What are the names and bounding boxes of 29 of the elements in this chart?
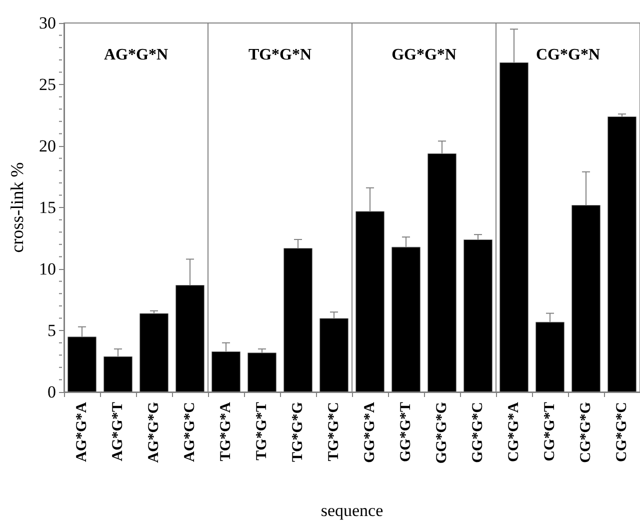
x-tick-label: CG*G*T xyxy=(542,402,558,462)
annotation: GG*G*N xyxy=(392,46,457,64)
x-tick-label: AG*G*G xyxy=(146,402,162,463)
x-tick-label: GG*G*G xyxy=(434,402,450,464)
x-tick-label: TG*G*T xyxy=(254,402,270,460)
x-tick-label: TG*G*C xyxy=(326,402,342,462)
x-tick-label: TG*G*G xyxy=(290,402,306,462)
x-tick-label: TG*G*A xyxy=(218,402,234,462)
x-tick-label: CG*G*A xyxy=(506,402,522,462)
x-tick-label: CG*G*C xyxy=(614,402,630,462)
annotation: AG*G*N xyxy=(104,46,168,64)
x-tick-label: AG*G*A xyxy=(74,402,90,462)
x-tick-label: AG*G*T xyxy=(110,402,126,462)
y-tick-label: 30 xyxy=(39,14,56,32)
x-tick-label: GG*G*T xyxy=(398,402,414,462)
y-axis-title: cross-link % xyxy=(7,162,27,253)
y-tick-label: 25 xyxy=(39,75,56,94)
y-tick-label: 5 xyxy=(48,321,56,340)
x-tick-label: CG*G*G xyxy=(578,402,594,463)
x-axis-title: sequence xyxy=(320,501,384,520)
annotation: TG*G*N xyxy=(248,46,312,64)
y-tick-label: 0 xyxy=(48,382,56,402)
x-tick-label: AG*G*C xyxy=(182,402,198,462)
y-tick-label: 20 xyxy=(39,136,56,156)
x-tick-label: GG*G*C xyxy=(470,402,486,463)
x-tick-label: GG*G*A xyxy=(362,402,378,463)
y-tick-label: 10 xyxy=(39,260,56,278)
annotation: CG*G*N xyxy=(536,46,600,64)
y-tick-label: 15 xyxy=(39,198,56,217)
